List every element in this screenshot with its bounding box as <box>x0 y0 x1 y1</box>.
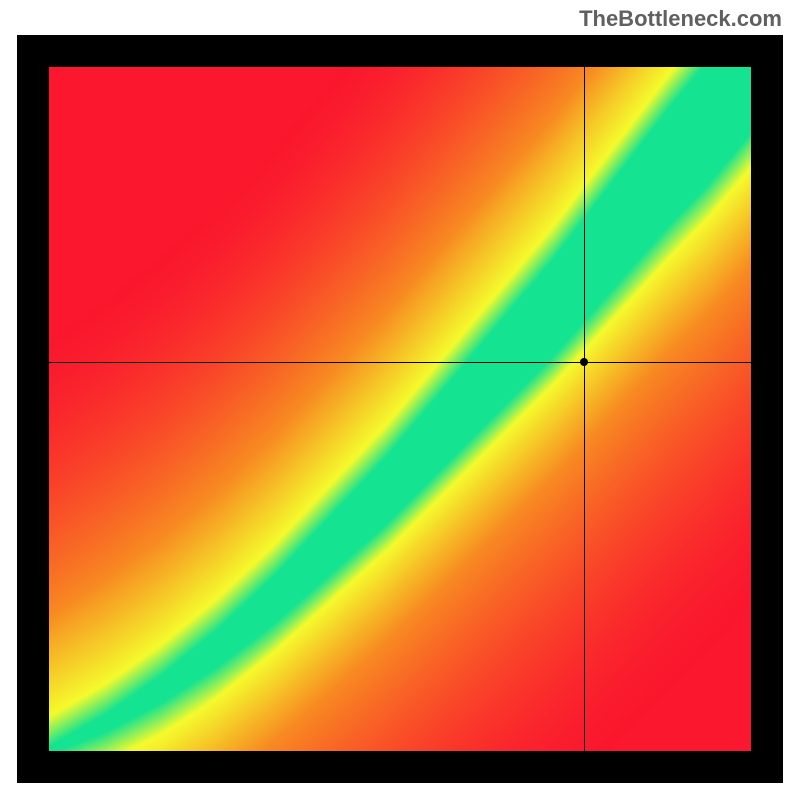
chart-frame <box>17 35 783 783</box>
crosshair-horizontal <box>49 362 751 363</box>
crosshair-vertical <box>584 67 585 751</box>
heatmap-canvas <box>49 67 751 751</box>
watermark-text: TheBottleneck.com <box>579 6 782 32</box>
crosshair-marker <box>580 358 588 366</box>
heatmap-plot <box>49 67 751 751</box>
